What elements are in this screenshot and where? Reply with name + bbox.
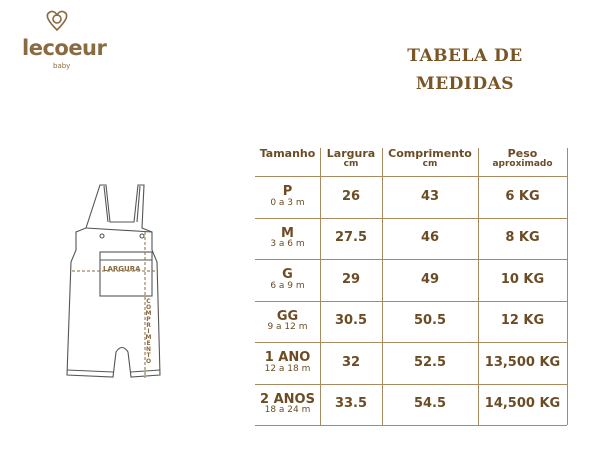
row-divider <box>255 176 567 177</box>
value-cell: 27.5 <box>320 218 382 260</box>
value-cell: 14,500 KG <box>478 384 567 426</box>
value: 8 KG <box>505 230 540 246</box>
value-cell: 13,500 KG <box>478 342 567 384</box>
row-divider <box>255 342 567 343</box>
overalls-drawing <box>66 184 161 378</box>
value: 46 <box>420 230 440 246</box>
logo-tagline: baby <box>53 62 71 70</box>
value: 13,500 KG <box>484 354 561 370</box>
size-name: M <box>281 225 294 241</box>
value-cell: 54.5 <box>382 384 478 426</box>
value-cell: 32 <box>320 342 382 384</box>
size-name: 2 ANOS <box>260 391 315 407</box>
value: 30.5 <box>334 313 368 329</box>
value: 50.5 <box>413 313 447 329</box>
measure-lines <box>72 232 156 378</box>
value-cell: 52.5 <box>382 342 478 384</box>
value: 29 <box>341 271 361 287</box>
value: 10 KG <box>500 271 545 287</box>
value-cell: 8 KG <box>478 218 567 260</box>
value-cell: 43 <box>382 176 478 218</box>
table-row: 2 ANOS 18 a 24 m 33.5 54.5 14,500 KG <box>255 384 567 426</box>
title-line: MEDIDAS <box>415 74 515 94</box>
value-cell: 29 <box>320 259 382 301</box>
header-sub: aproximado <box>492 158 553 169</box>
logo-heart <box>46 10 68 32</box>
size-name: GG <box>276 308 299 324</box>
header-row: Tamanho Largura cm Comprimento cm Peso aproxim… <box>255 148 567 176</box>
length-label: COMPRIMENTO <box>145 298 152 364</box>
row-divider <box>255 300 567 302</box>
header-main: Comprimento <box>388 147 472 160</box>
value-cell: 10 KG <box>478 259 567 301</box>
value: 27.5 <box>334 230 368 246</box>
value: 43 <box>420 188 440 204</box>
value: 26 <box>341 188 361 204</box>
age-range: 9 a 12 m <box>267 322 308 333</box>
value: 52.5 <box>413 354 447 370</box>
header-main: Peso <box>507 147 538 160</box>
value-cell: 30.5 <box>320 301 382 343</box>
value: 12 KG <box>500 313 545 329</box>
value-cell: 50.5 <box>382 301 478 343</box>
header-cell: Comprimento cm <box>382 148 478 176</box>
age-range: 18 a 24 m <box>264 405 311 416</box>
header-main: Largura <box>326 147 376 160</box>
header-sub: cm <box>422 158 438 169</box>
row-divider <box>255 259 567 260</box>
table-row: GG 9 a 12 m 30.5 50.5 12 KG <box>255 301 567 343</box>
size-name: 1 ANO <box>264 350 311 366</box>
value: 32 <box>341 354 361 370</box>
value: 6 KG <box>505 188 540 204</box>
row-divider <box>255 217 567 219</box>
column-divider <box>382 148 383 425</box>
age-range: 3 a 6 m <box>270 239 305 250</box>
header-main: Tamanho <box>259 147 316 160</box>
column-divider <box>320 148 321 425</box>
title-line: TABELA DE <box>407 46 523 66</box>
value: 49 <box>420 271 440 287</box>
value: 54.5 <box>413 396 447 412</box>
size-name: G <box>282 267 293 283</box>
age-range: 6 a 9 m <box>270 280 305 291</box>
size-cell: 1 ANO 12 a 18 m <box>255 342 320 384</box>
column-divider <box>478 148 479 425</box>
value-cell: 33.5 <box>320 384 382 426</box>
column-divider <box>567 148 568 425</box>
header-sub: cm <box>343 158 359 169</box>
header-cell: Peso aproximado <box>478 148 567 176</box>
row-divider <box>255 425 567 426</box>
row-divider <box>255 383 567 385</box>
value: 14,500 KG <box>484 396 561 412</box>
table-row: 1 ANO 12 a 18 m 32 52.5 13,500 KG <box>255 342 567 384</box>
size-cell: GG 9 a 12 m <box>255 301 320 343</box>
value-cell: 49 <box>382 259 478 301</box>
header-cell: Tamanho <box>255 148 320 176</box>
logo-name: lecoeur <box>22 36 107 60</box>
width-label: LARGURA <box>103 265 141 273</box>
value: 33.5 <box>334 396 368 412</box>
size-cell: 2 ANOS 18 a 24 m <box>255 384 320 426</box>
size-name: P <box>282 184 293 200</box>
value-cell: 12 KG <box>478 301 567 343</box>
header-cell: Largura cm <box>320 148 382 176</box>
value-cell: 26 <box>320 176 382 218</box>
age-range: 12 a 18 m <box>264 363 311 374</box>
value-cell: 6 KG <box>478 176 567 218</box>
age-range: 0 a 3 m <box>270 197 305 208</box>
value-cell: 46 <box>382 218 478 260</box>
